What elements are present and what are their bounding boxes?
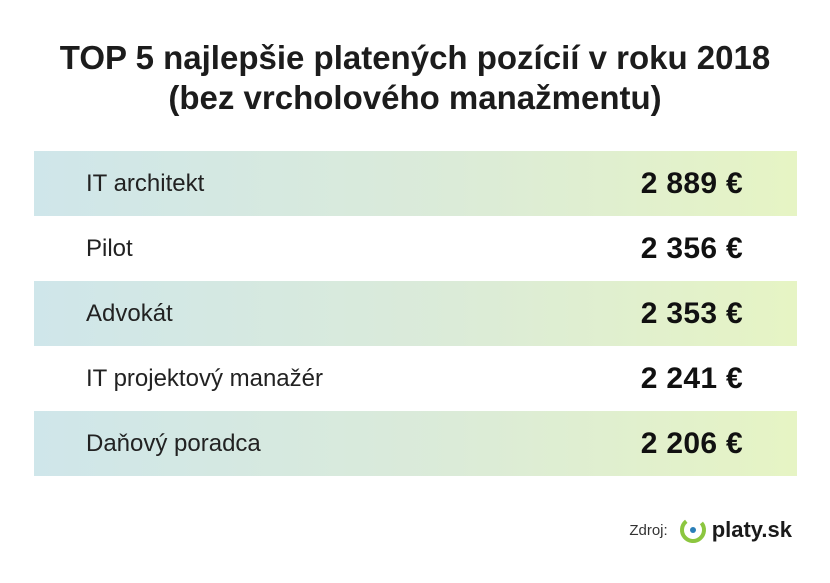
table-row: IT projektový manažér 2 241 € (34, 346, 797, 411)
source-label: Zdroj: (629, 521, 668, 539)
table-row: Advokát 2 353 € (34, 281, 797, 346)
table-row: IT architekt 2 889 € (34, 151, 797, 216)
position-label: Advokát (86, 299, 173, 327)
salary-value: 2 353 € (640, 296, 743, 330)
salary-value: 2 889 € (640, 166, 743, 200)
salary-value: 2 206 € (640, 426, 743, 460)
title-line-1: TOP 5 najlepšie platených pozícií v roku… (59, 39, 771, 76)
position-label: IT projektový manažér (86, 364, 323, 392)
position-label: Pilot (86, 234, 133, 262)
salary-table: IT architekt 2 889 € Pilot 2 356 € Advokát 2 … (34, 151, 797, 476)
logo-text: platy.sk (711, 517, 792, 542)
table-row: Pilot 2 356 € (34, 216, 797, 281)
salary-value: 2 241 € (640, 361, 743, 395)
platy-logo: platy.sk (678, 515, 792, 545)
salary-value: 2 356 € (640, 231, 743, 265)
source-credit: Zdroj: platy.sk (629, 515, 792, 545)
table-row: Daňový poradca 2 206 € (34, 411, 797, 476)
page-title: TOP 5 najlepšie platených pozícií v roku… (0, 38, 830, 118)
platy-logo-icon (679, 517, 706, 543)
position-label: IT architekt (86, 169, 205, 197)
position-label: Daňový poradca (86, 429, 261, 457)
title-line-2: (bez vrcholového manažmentu) (168, 79, 662, 116)
